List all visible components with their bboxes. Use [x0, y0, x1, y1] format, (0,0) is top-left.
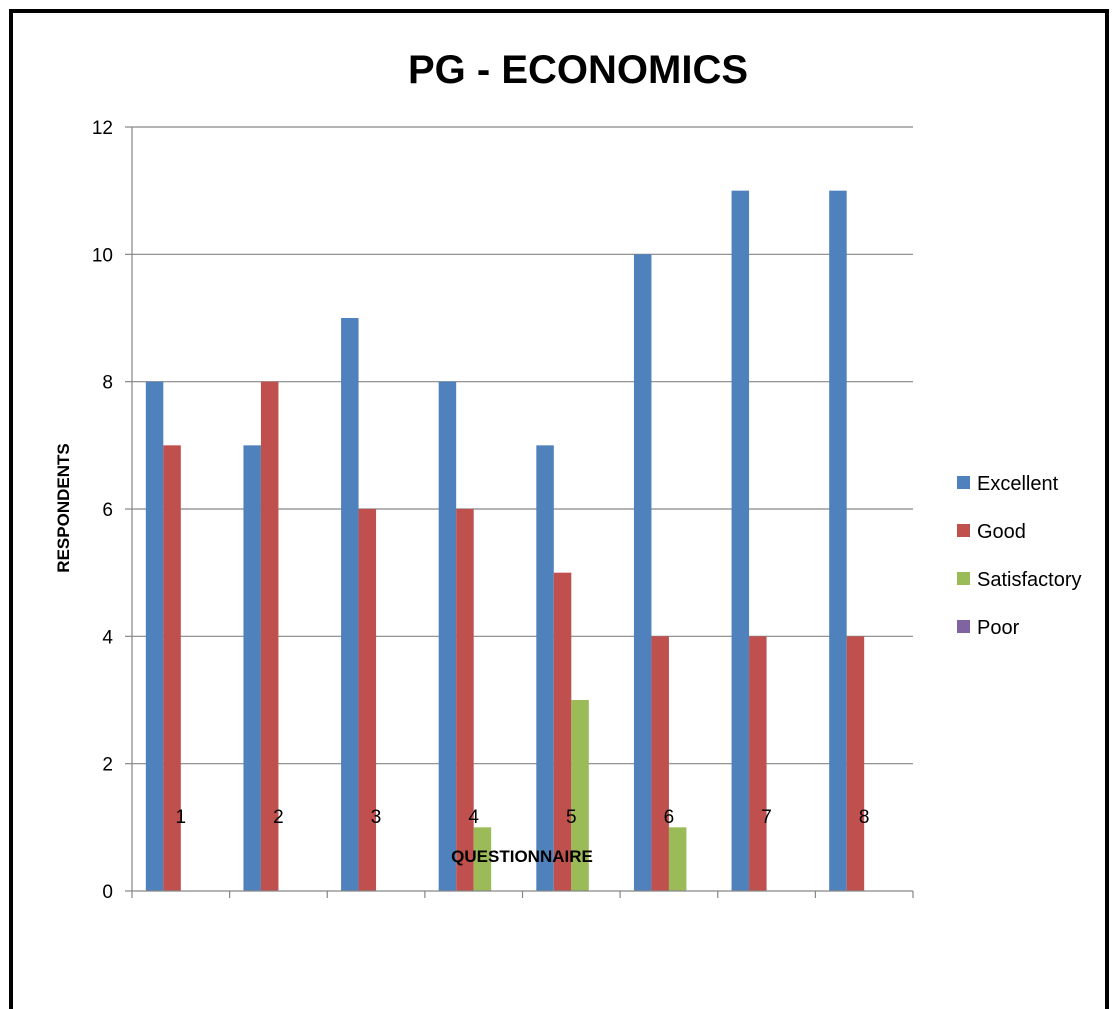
y-tick-label: 0	[102, 882, 113, 903]
bar-good-4	[456, 509, 474, 891]
bar-excellent-2	[243, 445, 261, 891]
y-tick-label: 10	[92, 245, 113, 266]
bar-good-8	[846, 636, 865, 891]
bar-satisfactory-5	[571, 700, 589, 891]
y-tick-labels: 0 2 4 6 8 10 12	[92, 118, 114, 903]
x-axis-title: QUESTIONNAIRE	[451, 847, 593, 866]
bar-excellent-5	[536, 445, 554, 891]
bar-good-5	[553, 572, 572, 891]
legend-label-satisfactory: Satisfactory	[977, 569, 1081, 591]
bar-good-1	[163, 445, 181, 891]
y-axis-title: RESPONDENTS	[54, 443, 73, 572]
y-tick-label: 2	[102, 755, 113, 776]
x-tick-label: 2	[273, 807, 284, 828]
x-tick-label: 7	[761, 807, 772, 828]
x-tick-label: 4	[468, 807, 479, 828]
bar-good-2	[260, 381, 279, 891]
y-tick-label: 8	[102, 373, 113, 394]
legend-swatch-good	[957, 524, 970, 537]
x-tick-label: 3	[371, 807, 382, 828]
legend-swatch-poor	[957, 620, 970, 633]
bar-satisfactory-6	[668, 827, 687, 891]
y-tick-label: 6	[102, 500, 113, 521]
bar-satisfactory-4	[473, 827, 492, 891]
x-tick-label: 1	[176, 807, 187, 828]
legend-label-excellent: Excellent	[977, 473, 1059, 495]
bar-excellent-8	[829, 190, 847, 891]
bar-excellent-7	[731, 190, 750, 891]
x-tick-label: 5	[566, 807, 577, 828]
legend-swatch-satisfactory	[957, 572, 970, 585]
x-tick-label: 6	[664, 807, 675, 828]
legend-label-poor: Poor	[977, 617, 1020, 639]
legend-label-good: Good	[977, 521, 1026, 543]
y-tick-label: 4	[102, 627, 113, 648]
chart-title: PG - ECONOMICS	[408, 48, 748, 92]
x-tick-label: 8	[859, 807, 870, 828]
bars	[145, 190, 865, 892]
bar-excellent-4	[438, 381, 457, 891]
y-tick-label: 12	[92, 118, 113, 139]
axes	[125, 126, 914, 898]
legend: Excellent Good Satisfactory Poor	[957, 473, 1081, 639]
bar-excellent-3	[341, 318, 359, 891]
legend-swatch-excellent	[957, 476, 970, 489]
bar-good-3	[358, 509, 377, 891]
bar-good-6	[651, 636, 669, 891]
bar-excellent-6	[633, 254, 652, 892]
x-tick-labels: 1 2 3 4 5 6 7 8	[176, 807, 870, 828]
bar-excellent-1	[145, 381, 164, 891]
bar-good-7	[749, 636, 767, 891]
